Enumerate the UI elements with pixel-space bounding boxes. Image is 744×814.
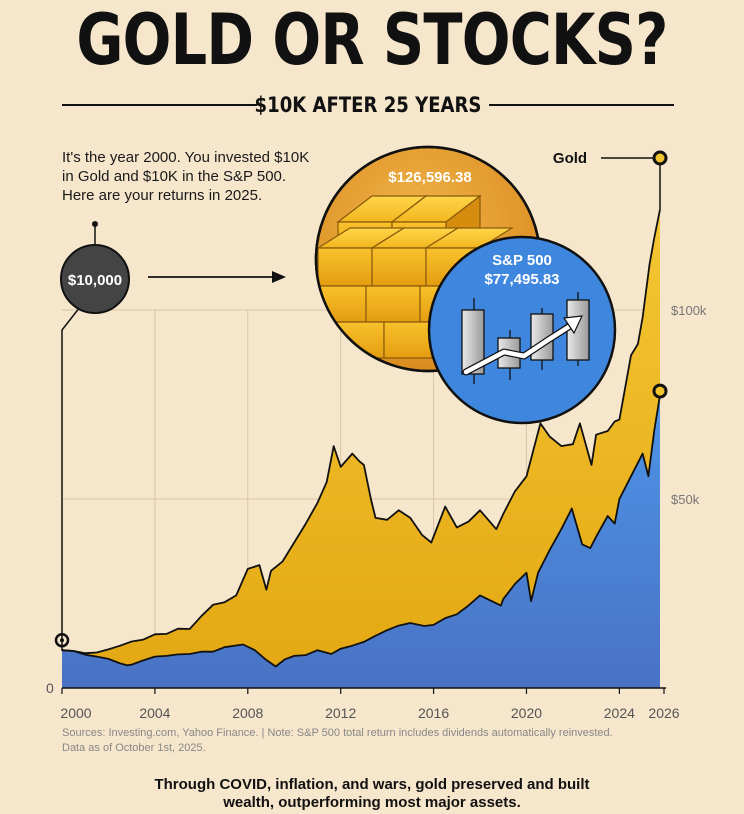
y-tick-label: 0	[46, 680, 54, 696]
page-subtitle: $10K AFTER 25 YEARS	[254, 93, 482, 117]
x-tick-label: 2008	[232, 705, 263, 721]
sources-note: Sources: Investing.com, Yahoo Finance. |…	[62, 726, 682, 756]
badge-connector-dot	[92, 221, 98, 227]
gold-line	[61, 209, 661, 655]
subtitle-rule-left	[62, 104, 257, 106]
x-tick-label: 2026	[648, 705, 679, 721]
badge-arrow-head	[272, 271, 286, 283]
sp-callout-label: S&P 500	[492, 252, 552, 269]
sp-callout-value: $77,495.83	[484, 271, 559, 288]
area-layers	[62, 209, 660, 688]
x-tick-label: 2004	[139, 705, 170, 721]
x-tick-label: 2016	[418, 705, 449, 721]
intro-text: It's the year 2000. You invested $10K in…	[62, 148, 352, 205]
sp500-illustration	[427, 235, 617, 425]
intro-line-1: It's the year 2000. You invested $10K	[62, 149, 310, 166]
sp500-line	[61, 394, 661, 668]
x-tick-label: 2012	[325, 705, 356, 721]
y-axis: 0 $50k $100k	[46, 303, 707, 696]
intro-line-2: in Gold and $10K in the S&P 500.	[62, 168, 287, 185]
intro-line-3: Here are your returns in 2025.	[62, 187, 263, 204]
badge-connector-line	[61, 306, 81, 651]
sp500-area	[62, 395, 660, 688]
gold-area	[62, 209, 660, 688]
subtitle-row: $10K AFTER 25 YEARS	[62, 92, 674, 118]
footer-line-1: Through COVID, inflation, and wars, gold…	[154, 776, 590, 793]
footer-line-2: wealth, outperforming most major assets.	[223, 794, 521, 811]
start-badge	[60, 244, 130, 314]
gold-callout-value: $126,596.38	[388, 169, 471, 186]
x-tick-label: 2024	[604, 705, 635, 721]
sp500-end-marker	[652, 383, 668, 399]
sources-line-2: Data as of October 1st, 2025.	[62, 742, 206, 754]
x-tick-label: 2020	[511, 705, 542, 721]
subtitle-rule-right	[489, 104, 674, 106]
x-axis: 2000 2004 2008 2012 2016 2020 2024 2026	[60, 687, 680, 721]
sources-line-1: Sources: Investing.com, Yahoo Finance. |…	[62, 727, 613, 739]
y-tick-label: $50k	[671, 492, 700, 507]
x-tick-label: 2000	[60, 705, 91, 721]
y-tick-label: $100k	[671, 303, 707, 318]
footer-caption: Through COVID, inflation, and wars, gold…	[0, 776, 744, 812]
gold-label: Gold	[553, 150, 587, 167]
start-badge-label: $10,000	[68, 272, 122, 289]
gold-end-marker	[652, 150, 668, 166]
page-title: GOLD OR STOCKS?	[76, 0, 668, 81]
series-lines	[61, 209, 661, 668]
